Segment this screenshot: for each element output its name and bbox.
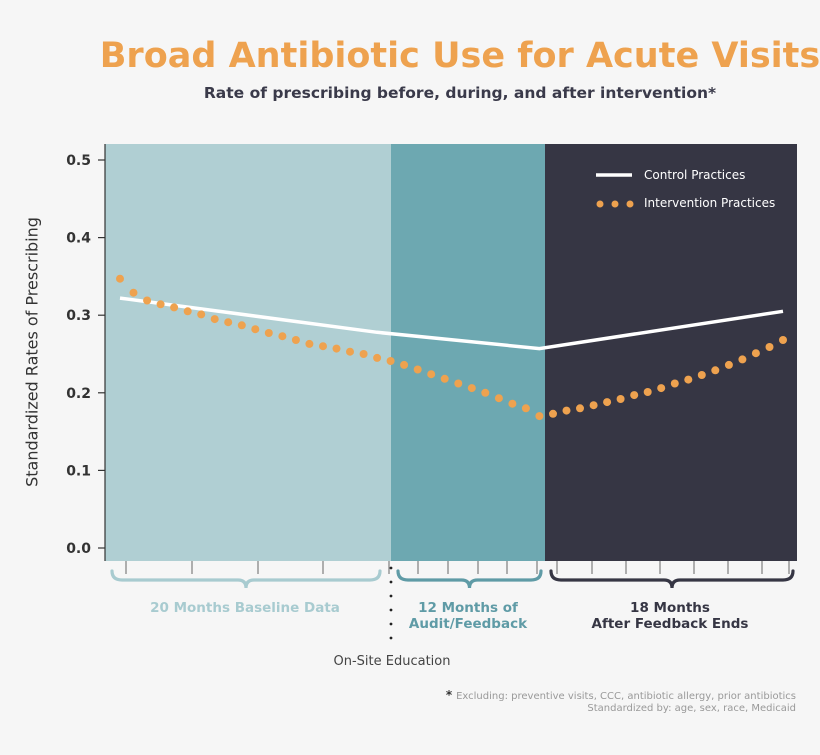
baseline-band: [105, 144, 391, 561]
intervention-point: [765, 343, 774, 351]
audit-period-label: 12 Months of Audit/Feedback: [392, 600, 544, 632]
onsite-education-label: On-Site Education: [333, 654, 451, 669]
after-period-line2: After Feedback Ends: [591, 616, 749, 632]
intervention-point: [170, 303, 179, 312]
after-brace: [549, 569, 795, 589]
series-group: [116, 274, 787, 421]
legend-control-label: Control Practices: [644, 168, 745, 182]
onsite-marker-dot: [389, 622, 393, 626]
intervention-point: [467, 384, 476, 393]
legend-intervention-label: Intervention Practices: [644, 196, 775, 210]
legend-intervention-swatch: [596, 200, 604, 208]
intervention-point: [697, 371, 706, 379]
intervention-point: [630, 391, 639, 400]
intervention-point: [603, 398, 612, 407]
intervention-point: [373, 353, 382, 362]
audit-band: [391, 144, 545, 561]
intervention-point: [508, 399, 517, 408]
intervention-point: [643, 388, 652, 396]
intervention-point: [210, 315, 219, 324]
intervention-point: [494, 394, 503, 403]
intervention-point: [413, 365, 422, 374]
intervention-point: [684, 375, 693, 384]
y-tick-label: 0.5: [66, 153, 91, 169]
intervention-point: [386, 357, 395, 365]
y-axis-label: Standardized Rates of Prescribing: [22, 217, 42, 487]
intervention-point: [305, 339, 314, 348]
audit-brace: [396, 569, 543, 589]
intervention-point: [129, 288, 138, 297]
chart-subtitle: Rate of prescribing before, during, and …: [203, 84, 717, 102]
intervention-point: [332, 344, 341, 353]
onsite-marker-dot: [389, 594, 393, 598]
x-axis-ticks: [125, 561, 790, 574]
intervention-point: [427, 370, 436, 379]
intervention-point: [738, 355, 747, 364]
legend-intervention-swatch: [611, 200, 619, 208]
y-tick-label: 0.1: [66, 463, 91, 479]
chart-title: Broad Antibiotic Use for Acute Visits: [99, 36, 820, 76]
onsite-marker-dot: [389, 608, 393, 612]
footnote-line2: Standardized by: age, sex, race, Medicai…: [587, 703, 796, 714]
footnote-star: *: [445, 688, 453, 702]
after-period-line1: 18 Months: [630, 600, 710, 616]
intervention-point: [454, 379, 463, 388]
intervention-point: [724, 360, 733, 369]
after-period-label: 18 Months After Feedback Ends: [545, 600, 795, 632]
y-axis: 0.0 0.1 0.2 0.3 0.4 0.5: [66, 144, 106, 561]
intervention-point: [616, 395, 625, 403]
y-tick-label: 0.0: [66, 541, 91, 557]
intervention-point: [670, 379, 679, 388]
intervention-point: [562, 406, 571, 415]
onsite-marker-dot: [389, 566, 393, 570]
intervention-point: [359, 350, 368, 358]
onsite-marker-dot: [389, 580, 393, 584]
intervention-point: [224, 318, 233, 327]
legend: Control Practices Intervention Practices: [596, 168, 775, 210]
intervention-point: [711, 366, 720, 375]
legend-intervention-swatch: [626, 200, 634, 208]
intervention-point: [535, 412, 544, 421]
baseline-period-text: 20 Months Baseline Data: [150, 600, 340, 616]
intervention-point: [440, 374, 449, 383]
onsite-marker-dot: [389, 636, 393, 640]
intervention-point: [156, 300, 165, 309]
intervention-point: [549, 409, 557, 418]
footnote-line1: * Excluding: preventive visits, CCC, anti…: [446, 688, 796, 702]
intervention-point: [278, 332, 287, 341]
intervention-point: [237, 321, 246, 330]
intervention-point: [657, 384, 666, 393]
y-tick-label: 0.2: [66, 386, 91, 402]
footnote-line1-text: Excluding: preventive visits, CCC, antib…: [456, 691, 796, 702]
intervention-point: [346, 347, 354, 356]
intervention-point: [481, 388, 490, 397]
intervention-point: [291, 336, 300, 344]
intervention-point: [197, 310, 206, 319]
intervention-point: [251, 325, 260, 334]
intervention-point: [116, 274, 124, 283]
intervention-point: [319, 342, 327, 351]
audit-period-line1: 12 Months of: [418, 600, 518, 616]
y-tick-label: 0.4: [66, 231, 91, 247]
y-tick-label: 0.3: [66, 308, 91, 324]
control-practices-line: [119, 296, 784, 351]
intervention-point: [400, 360, 409, 369]
intervention-point: [183, 307, 192, 316]
baseline-brace: [110, 569, 382, 589]
intervention-point: [751, 349, 760, 358]
intervention-point: [576, 404, 584, 413]
intervention-point: [264, 329, 273, 337]
intervention-point: [589, 401, 598, 410]
intervention-point: [779, 336, 787, 344]
audit-period-line2: Audit/Feedback: [408, 616, 528, 632]
period-braces: [110, 566, 795, 640]
baseline-period-label: 20 Months Baseline Data: [110, 600, 380, 616]
intervention-point: [143, 296, 152, 305]
intervention-point: [521, 404, 530, 413]
